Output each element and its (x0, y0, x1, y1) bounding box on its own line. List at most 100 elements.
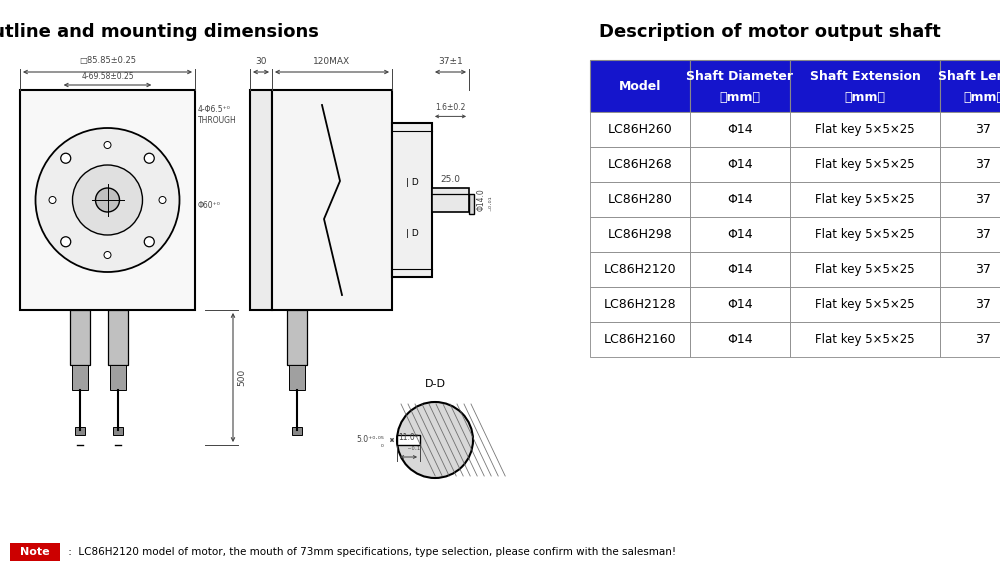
Bar (590, 322, 690, 357)
Text: 1.6±0.2: 1.6±0.2 (435, 103, 466, 112)
Text: 37: 37 (976, 158, 991, 171)
Bar (790, 217, 940, 252)
Text: Φ14: Φ14 (727, 333, 753, 346)
Text: 4-69.58±0.25: 4-69.58±0.25 (81, 72, 134, 81)
Bar (70, 310, 90, 365)
Text: 37±1: 37±1 (438, 57, 463, 66)
Text: LC86H268: LC86H268 (608, 158, 672, 171)
Bar (790, 60, 940, 112)
Text: Φ14: Φ14 (727, 123, 753, 136)
Bar (690, 322, 790, 357)
Bar (469, 194, 474, 214)
Text: | D: | D (406, 228, 418, 237)
Bar (690, 147, 790, 182)
Bar (790, 182, 940, 217)
Text: 37: 37 (976, 228, 991, 241)
Bar (590, 287, 690, 322)
Text: 120MAX: 120MAX (313, 57, 351, 66)
Circle shape (36, 128, 180, 272)
Bar (20, 90, 195, 310)
Bar (790, 112, 940, 147)
Bar (272, 90, 392, 310)
Text: Flat key 5×5×25: Flat key 5×5×25 (815, 228, 915, 241)
Text: LC86H298: LC86H298 (608, 228, 672, 241)
Circle shape (104, 251, 111, 259)
Bar (940, 287, 1000, 322)
Text: Flat key 5×5×25: Flat key 5×5×25 (815, 193, 915, 206)
Circle shape (159, 197, 166, 203)
Bar (392, 123, 432, 277)
Bar (590, 252, 690, 287)
Text: Shaft Extension: Shaft Extension (810, 70, 920, 83)
Text: （mm）: （mm） (720, 91, 761, 104)
Text: （mm）: （mm） (844, 91, 886, 104)
Bar (432, 188, 469, 212)
Bar (287, 310, 307, 365)
Text: 25.0: 25.0 (440, 176, 460, 185)
Bar (250, 90, 272, 310)
Bar (72, 365, 88, 390)
Text: 37: 37 (976, 263, 991, 276)
Bar (940, 182, 1000, 217)
Bar (940, 322, 1000, 357)
Text: 37: 37 (976, 123, 991, 136)
Circle shape (397, 402, 473, 478)
Text: Φ14: Φ14 (727, 263, 753, 276)
Circle shape (49, 197, 56, 203)
Bar (590, 60, 690, 112)
Text: ⁰: ⁰ (376, 444, 384, 453)
Text: 30: 30 (255, 57, 267, 66)
Bar (590, 112, 690, 147)
Bar (790, 322, 940, 357)
Bar (690, 182, 790, 217)
Text: LC86H260: LC86H260 (608, 123, 672, 136)
Text: （mm）: （mm） (963, 91, 1000, 104)
Circle shape (61, 237, 71, 247)
Circle shape (104, 141, 111, 149)
Bar (690, 217, 790, 252)
Text: 11.0⁰
    ₋₀.₁: 11.0⁰ ₋₀.₁ (398, 433, 420, 452)
Bar (590, 182, 690, 217)
Text: Outline and mounting dimensions: Outline and mounting dimensions (0, 23, 319, 41)
Text: Φ14.0
⁻⁰·⁰¹: Φ14.0 ⁻⁰·⁰¹ (477, 189, 496, 211)
Text: 4-Φ6.5⁺⁰
THROUGH: 4-Φ6.5⁺⁰ THROUGH (198, 105, 237, 125)
Text: Φ14: Φ14 (727, 158, 753, 171)
Circle shape (144, 153, 154, 163)
Text: 5.0⁺⁰·⁰⁵: 5.0⁺⁰·⁰⁵ (356, 436, 384, 445)
Text: 37: 37 (976, 193, 991, 206)
Bar (590, 147, 690, 182)
Bar (790, 287, 940, 322)
Bar (790, 147, 940, 182)
Bar (940, 60, 1000, 112)
Text: Shaft Length: Shaft Length (938, 70, 1000, 83)
Text: Φ14: Φ14 (727, 228, 753, 241)
Bar (690, 287, 790, 322)
Bar (690, 252, 790, 287)
Bar (690, 60, 790, 112)
Text: Model: Model (619, 80, 661, 93)
Text: Flat key 5×5×25: Flat key 5×5×25 (815, 123, 915, 136)
Bar (940, 252, 1000, 287)
Text: Note: Note (20, 547, 50, 557)
Text: Shaft Diameter: Shaft Diameter (686, 70, 794, 83)
Bar (690, 112, 790, 147)
Text: Flat key 5×5×25: Flat key 5×5×25 (815, 333, 915, 346)
Text: :  LC86H2120 model of motor, the mouth of 73mm specifications, type selection, p: : LC86H2120 model of motor, the mouth of… (65, 547, 676, 557)
Text: 37: 37 (976, 333, 991, 346)
Text: Description of motor output shaft: Description of motor output shaft (599, 23, 941, 41)
Text: Flat key 5×5×25: Flat key 5×5×25 (815, 263, 915, 276)
Bar (112, 427, 122, 435)
Text: D-D: D-D (424, 379, 446, 389)
Text: 37: 37 (976, 298, 991, 311)
Circle shape (96, 188, 120, 212)
Text: Φ14: Φ14 (727, 298, 753, 311)
Bar (110, 365, 126, 390)
Bar (10, 543, 60, 561)
Bar (74, 427, 84, 435)
Bar (292, 427, 302, 435)
Bar (940, 112, 1000, 147)
Bar (940, 147, 1000, 182)
Bar (289, 365, 305, 390)
Text: Φ60⁺⁰: Φ60⁺⁰ (198, 201, 221, 210)
Text: LC86H2128: LC86H2128 (604, 298, 676, 311)
